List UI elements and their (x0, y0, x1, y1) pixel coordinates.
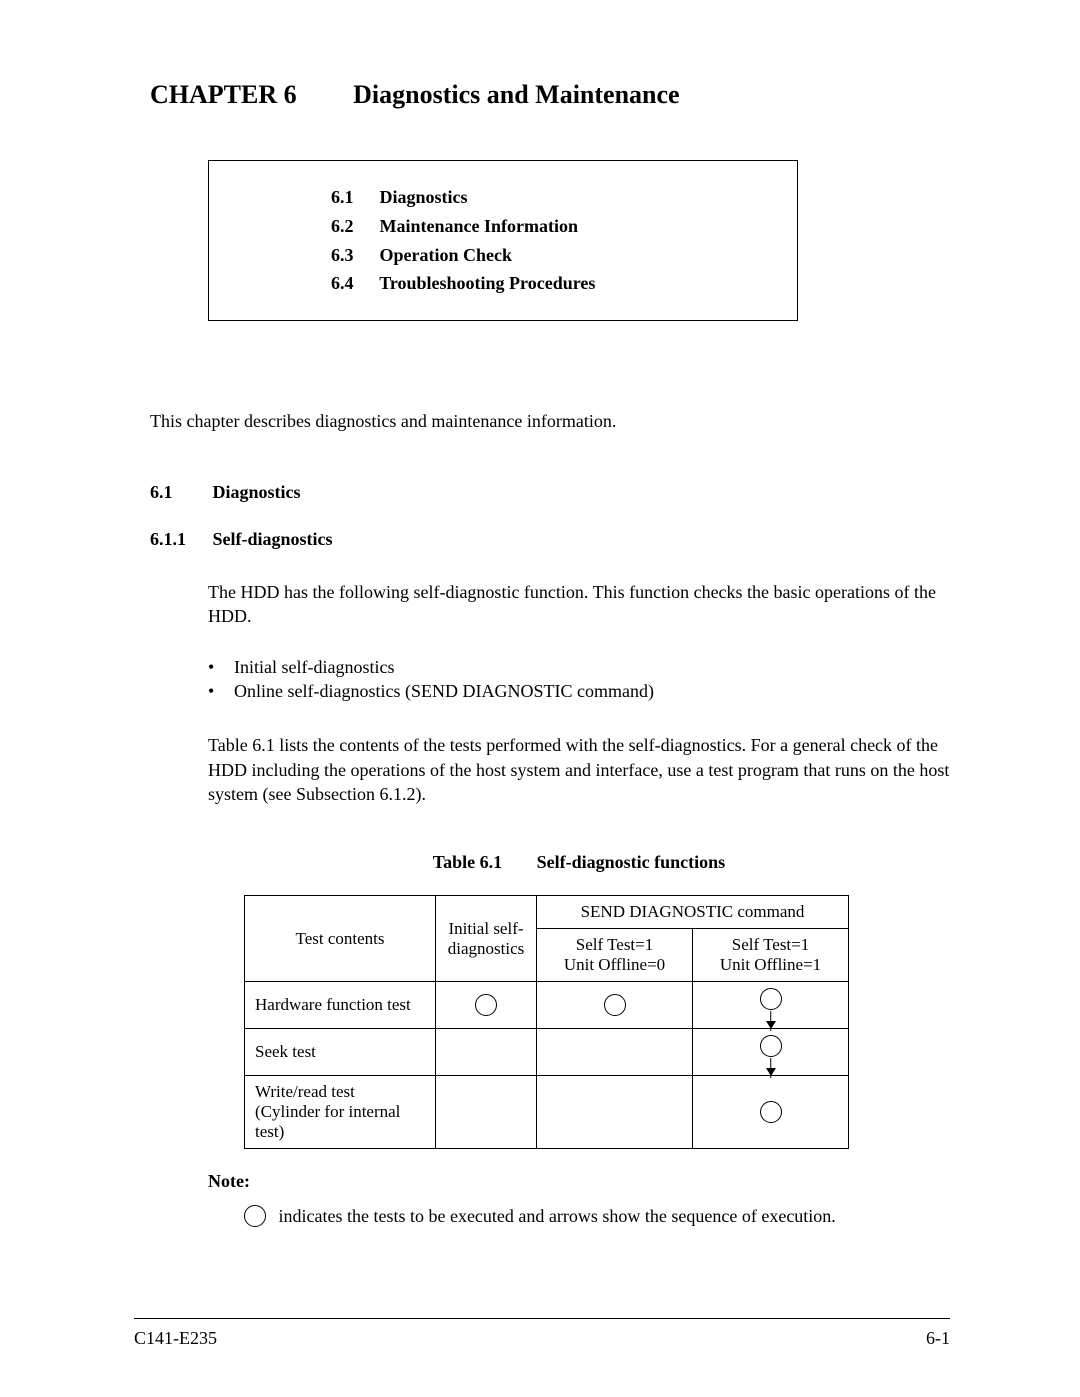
subsection-title: Self-diagnostics (213, 529, 333, 549)
cell-circle (436, 982, 537, 1029)
chapter-heading: CHAPTER 6 Diagnostics and Maintenance (150, 80, 950, 110)
table-row: Write/read test (Cylinder for internal t… (245, 1076, 849, 1149)
circle-icon (604, 994, 626, 1016)
toc-title: Diagnostics (380, 187, 468, 207)
cell-empty (537, 1076, 693, 1149)
intro-paragraph: This chapter describes diagnostics and m… (150, 411, 950, 432)
footer-rule (134, 1318, 950, 1319)
toc-number: 6.3 (331, 241, 375, 270)
toc-row: 6.2 Maintenance Information (331, 212, 797, 241)
document-page: CHAPTER 6 Diagnostics and Maintenance 6.… (0, 0, 1080, 1397)
section-heading: 6.1 Diagnostics (150, 482, 950, 503)
bullet-item: Initial self-diagnostics (234, 655, 950, 679)
subsection-number: 6.1.1 (150, 529, 208, 550)
circle-icon (760, 1035, 782, 1057)
table-row: Seek test (245, 1029, 849, 1076)
content-area: CHAPTER 6 Diagnostics and Maintenance 6.… (150, 80, 950, 1229)
toc-row: 6.4 Troubleshooting Procedures (331, 269, 797, 298)
subsection-heading: 6.1.1 Self-diagnostics (150, 529, 950, 550)
row-label: Hardware function test (245, 982, 436, 1029)
col-header-text: Initial self-diagnostics (448, 919, 525, 958)
col-group-header: SEND DIAGNOSTIC command (537, 896, 849, 929)
col-header: Test contents (245, 896, 436, 982)
toc-number: 6.1 (331, 183, 375, 212)
col-subheader-line: Self Test=1 (732, 935, 810, 954)
circle-icon (244, 1205, 266, 1227)
toc-title: Maintenance Information (380, 216, 578, 236)
cell-circle-arrow (693, 1029, 849, 1076)
col-subheader: Self Test=1 Unit Offline=0 (537, 929, 693, 982)
paragraph: The HDD has the following self-diagnosti… (208, 580, 950, 629)
bullet-item: Online self-diagnostics (SEND DIAGNOSTIC… (234, 679, 950, 703)
section-number: 6.1 (150, 482, 208, 503)
col-subheader-line: Self Test=1 (576, 935, 654, 954)
note-text: indicates the tests to be executed and a… (244, 1206, 950, 1229)
cell-circle-arrow (693, 982, 849, 1029)
arrow-down-icon (766, 1068, 776, 1076)
toc-box: 6.1 Diagnostics 6.2 Maintenance Informat… (208, 160, 798, 321)
circle-icon (475, 994, 497, 1016)
section-title: Diagnostics (213, 482, 301, 502)
row-label-line: Write/read test (255, 1082, 355, 1101)
toc-title: Operation Check (380, 245, 513, 265)
table-caption-label: Table 6.1 (433, 852, 502, 872)
circle-icon (760, 988, 782, 1010)
cell-empty (436, 1029, 537, 1076)
footer-doc-id: C141-E235 (134, 1328, 217, 1349)
bullet-list: Initial self-diagnostics Online self-dia… (208, 655, 950, 704)
cell-circle (693, 1076, 849, 1149)
cell-circle (537, 982, 693, 1029)
footer-page-number: 6-1 (926, 1328, 950, 1349)
col-header: Initial self-diagnostics (436, 896, 537, 982)
toc-title: Troubleshooting Procedures (379, 273, 595, 293)
body-block: The HDD has the following self-diagnosti… (208, 580, 950, 1229)
row-label: Write/read test (Cylinder for internal t… (245, 1076, 436, 1149)
table-row: Hardware function test (245, 982, 849, 1029)
cell-empty (436, 1076, 537, 1149)
col-subheader-line: Unit Offline=1 (720, 955, 821, 974)
toc-row: 6.3 Operation Check (331, 241, 797, 270)
note-body: indicates the tests to be executed and a… (279, 1206, 836, 1226)
table-header-row: Test contents Initial self-diagnostics S… (245, 896, 849, 929)
toc-number: 6.2 (331, 212, 375, 241)
self-diagnostic-table: Test contents Initial self-diagnostics S… (244, 895, 849, 1149)
table-caption-title: Self-diagnostic functions (537, 852, 726, 872)
col-subheader: Self Test=1 Unit Offline=1 (693, 929, 849, 982)
note-label: Note: (208, 1171, 950, 1192)
chapter-title: Diagnostics and Maintenance (353, 80, 679, 109)
col-subheader-line: Unit Offline=0 (564, 955, 665, 974)
circle-icon (760, 1101, 782, 1123)
toc-row: 6.1 Diagnostics (331, 183, 797, 212)
row-label-line: (Cylinder for internal test) (255, 1102, 400, 1141)
chapter-label: CHAPTER 6 (150, 80, 297, 109)
paragraph: Table 6.1 lists the contents of the test… (208, 733, 950, 806)
cell-empty (537, 1029, 693, 1076)
table-caption: Table 6.1 Self-diagnostic functions (208, 852, 950, 873)
toc-number: 6.4 (331, 269, 375, 298)
row-label: Seek test (245, 1029, 436, 1076)
